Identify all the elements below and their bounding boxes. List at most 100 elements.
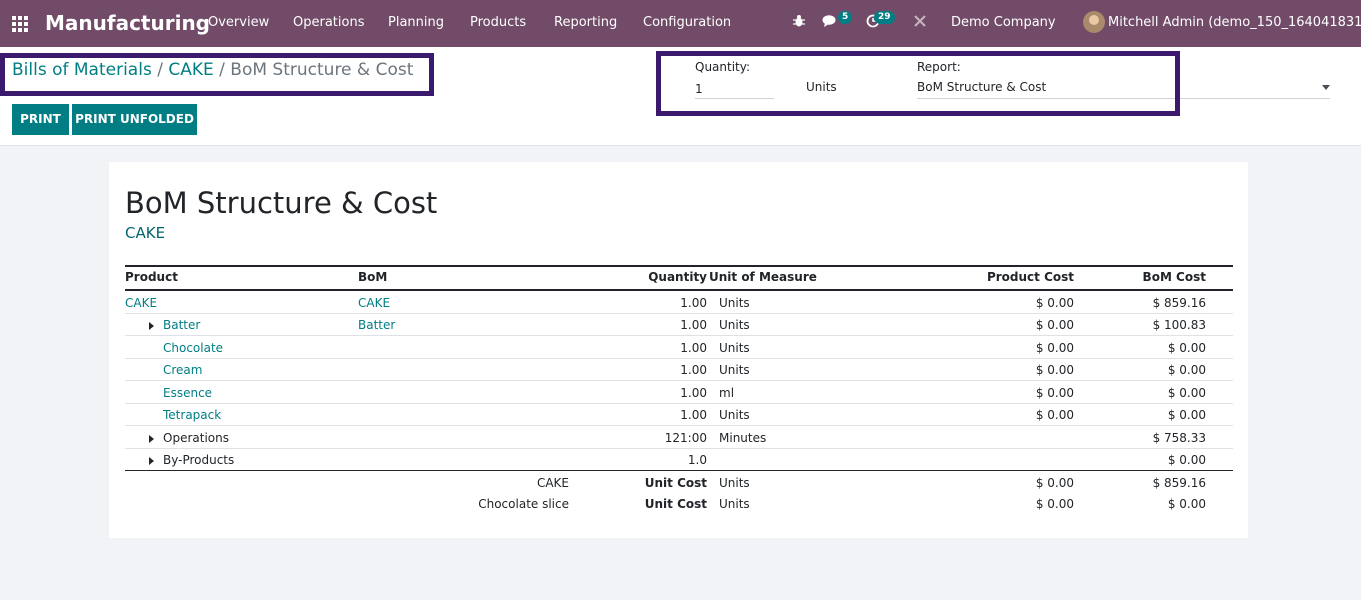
report-select[interactable]: BoM Structure & Cost [917, 79, 1330, 99]
app-name[interactable]: Manufacturing [45, 11, 210, 35]
table-row: Chocolate 1.00 Units $ 0.00 $ 0.00 [125, 337, 1233, 359]
row-bom[interactable]: CAKE [358, 296, 391, 310]
menu-planning[interactable]: Planning [388, 15, 444, 30]
row-product-cost: $ 0.00 [1035, 318, 1074, 332]
row-bom-cost: $ 0.00 [1167, 408, 1206, 422]
footer-label: Unit Cost [644, 497, 707, 511]
footer-uom: Units [719, 476, 750, 490]
footer-product-cost: $ 0.00 [1035, 476, 1074, 490]
row-divider [125, 470, 1233, 471]
table-header-border [125, 289, 1233, 291]
row-product-cost: $ 0.00 [1035, 408, 1074, 422]
row-bom-cost: $ 0.00 [1167, 363, 1206, 377]
row-uom: Units [719, 296, 750, 310]
filters-highlight-frame [656, 51, 1180, 116]
quantity-input[interactable] [695, 79, 774, 99]
table-row: Batter Batter 1.00 Units $ 0.00 $ 100.83 [125, 314, 1233, 336]
apps-menu-icon[interactable] [12, 16, 28, 32]
column-uom: Unit of Measure [709, 270, 817, 284]
row-product-cost: $ 0.00 [1035, 386, 1074, 400]
menu-reporting[interactable]: Reporting [554, 15, 618, 30]
row-quantity: 1.00 [680, 408, 707, 422]
expand-caret-icon[interactable] [149, 457, 154, 465]
footer-product: Chocolate slice [478, 497, 569, 511]
row-bom-cost: $ 758.33 [1152, 431, 1206, 445]
footer-label: Unit Cost [644, 476, 707, 490]
row-quantity: 1.00 [680, 386, 707, 400]
tools-icon[interactable] [913, 14, 927, 32]
activities-badge: 29 [874, 11, 895, 24]
footer-bom-cost: $ 0.00 [1167, 497, 1206, 511]
row-quantity: 1.00 [680, 341, 707, 355]
breadcrumb-highlight-frame [0, 53, 434, 96]
menu-operations[interactable]: Operations [293, 15, 365, 30]
row-quantity: 1.00 [680, 296, 707, 310]
row-bom-cost: $ 0.00 [1167, 341, 1206, 355]
footer-product-cost: $ 0.00 [1035, 497, 1074, 511]
top-navbar: Manufacturing Overview Operations Planni… [0, 0, 1361, 47]
expand-caret-icon[interactable] [149, 322, 154, 330]
table-row: Essence 1.00 ml $ 0.00 $ 0.00 [125, 382, 1233, 404]
row-divider [125, 358, 1233, 359]
company-switcher[interactable]: Demo Company [951, 15, 1056, 30]
row-product[interactable]: By-Products [163, 453, 235, 467]
column-bom: BoM [358, 270, 388, 284]
row-divider [125, 380, 1233, 381]
row-product-cost: $ 0.00 [1035, 363, 1074, 377]
user-avatar[interactable] [1083, 11, 1105, 33]
row-product[interactable]: Essence [163, 386, 213, 400]
row-product[interactable]: CAKE [125, 296, 158, 310]
messages-icon[interactable] [822, 14, 838, 32]
report-label: Report: [917, 60, 961, 74]
footer-uom: Units [719, 497, 750, 511]
row-product-cost: $ 0.00 [1035, 341, 1074, 355]
row-divider [125, 403, 1233, 404]
row-bom-cost: $ 0.00 [1167, 386, 1206, 400]
messages-badge: 5 [838, 11, 853, 24]
breadcrumb-current: BoM Structure & Cost [230, 60, 414, 80]
breadcrumb-separator: / [157, 60, 163, 80]
report-sheet: BoM Structure & Cost CAKE Product BoM Qu… [109, 162, 1248, 538]
row-divider [125, 313, 1233, 314]
breadcrumb: Bills of Materials / CAKE / BoM Structur… [12, 60, 413, 80]
row-product[interactable]: Batter [163, 318, 201, 332]
column-bom-cost: BoM Cost [1142, 270, 1206, 284]
row-uom: Minutes [719, 431, 767, 445]
row-quantity: 1.00 [680, 363, 707, 377]
table-top-border [125, 265, 1233, 267]
report-title: BoM Structure & Cost [125, 186, 438, 220]
breadcrumb-cake[interactable]: CAKE [168, 60, 214, 80]
row-quantity: 121:00 [664, 431, 707, 445]
chevron-down-icon[interactable] [1322, 85, 1330, 90]
breadcrumb-bills-of-materials[interactable]: Bills of Materials [12, 60, 152, 80]
row-product[interactable]: Tetrapack [163, 408, 222, 422]
row-divider [125, 425, 1233, 426]
bug-icon[interactable] [792, 14, 806, 32]
row-divider [125, 448, 1233, 449]
row-product[interactable]: Chocolate [163, 341, 224, 355]
row-quantity: 1.0 [687, 453, 707, 467]
row-product[interactable]: Operations [163, 431, 229, 445]
row-bom[interactable]: Batter [358, 318, 396, 332]
print-unfolded-button[interactable]: PRINT UNFOLDED [72, 104, 197, 135]
table-footer-row: Chocolate slice Unit Cost Units $ 0.00 $… [125, 493, 1233, 515]
menu-overview[interactable]: Overview [208, 15, 270, 30]
row-quantity: 1.00 [680, 318, 707, 332]
row-product[interactable]: Cream [163, 363, 203, 377]
print-button[interactable]: PRINT [12, 104, 69, 135]
report-product[interactable]: CAKE [125, 224, 166, 242]
user-menu[interactable]: Mitchell Admin (demo_150_1640418313) [1108, 15, 1361, 30]
expand-caret-icon[interactable] [149, 435, 154, 443]
menu-configuration[interactable]: Configuration [643, 15, 732, 30]
row-uom: Units [719, 363, 750, 377]
footer-product: CAKE [536, 476, 569, 490]
row-uom: Units [719, 341, 750, 355]
row-uom: Units [719, 408, 750, 422]
table-row: CAKE CAKE 1.00 Units $ 0.00 $ 859.16 [125, 292, 1233, 314]
row-uom: ml [719, 386, 735, 400]
menu-products[interactable]: Products [470, 15, 527, 30]
control-panel: Bills of Materials / CAKE / BoM Structur… [0, 47, 1361, 146]
quantity-label: Quantity: [695, 60, 751, 74]
row-product-cost: $ 0.00 [1035, 296, 1074, 310]
table-row: By-Products 1.0 $ 0.00 [125, 449, 1233, 471]
